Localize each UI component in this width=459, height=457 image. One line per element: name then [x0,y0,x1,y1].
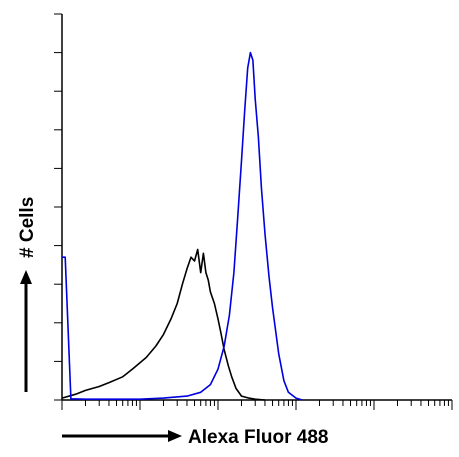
x-arrow-head-icon [168,430,182,442]
series-layer [61,51,303,401]
series-line-1 [62,51,303,401]
axes [61,14,452,401]
y-axis-label: # Cells [17,197,38,258]
y-arrow-head-icon [20,270,32,284]
x-axis-label: Alexa Fluor 488 [188,427,328,448]
ticks [54,13,453,410]
y-axis-annotation: # Cells [17,197,38,392]
x-axis-annotation: Alexa Fluor 488 [62,427,328,448]
series-line-0 [61,248,266,401]
